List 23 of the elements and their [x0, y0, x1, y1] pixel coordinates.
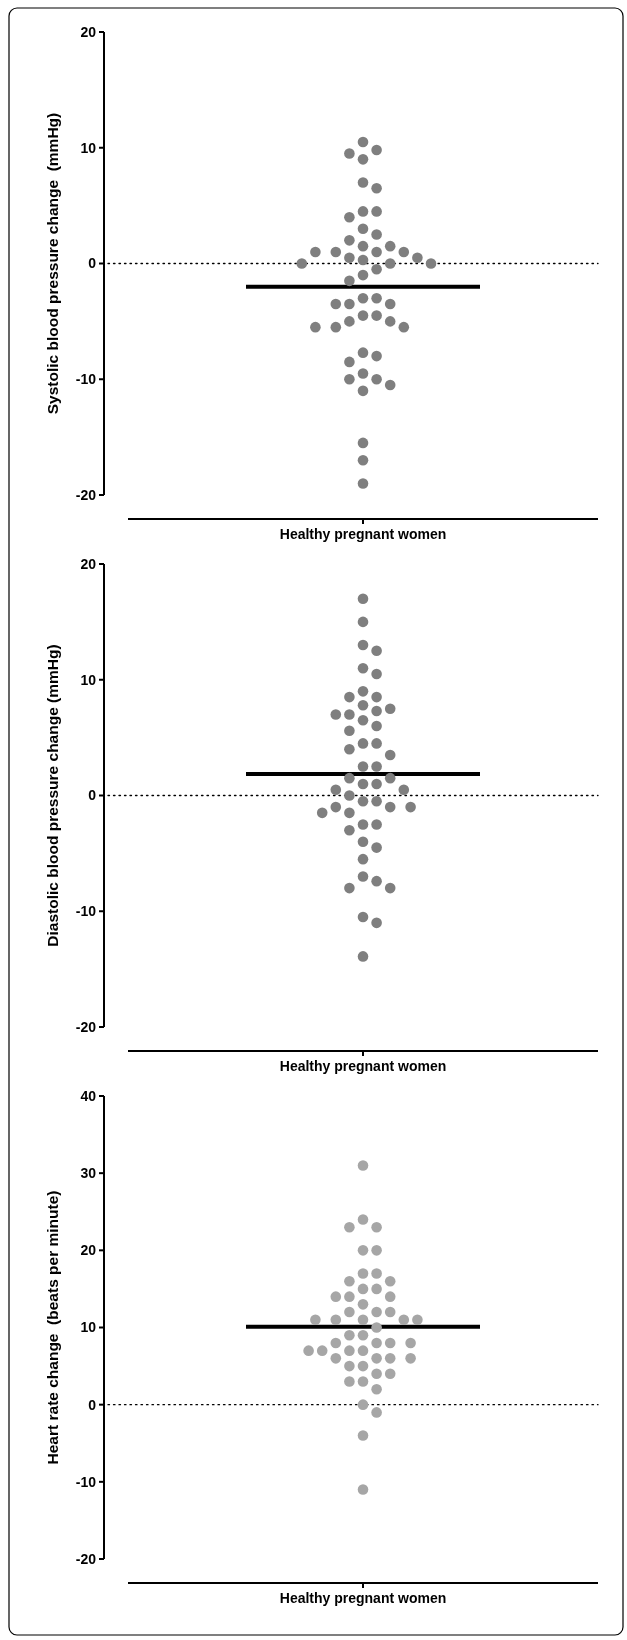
y-tick-label: -10: [75, 1473, 97, 1490]
y-tick-label: -20: [75, 1018, 97, 1035]
y-tick-label: 0: [88, 787, 97, 804]
y-tick-label: 10: [80, 139, 97, 156]
y-tick-label: 20: [80, 23, 97, 40]
x-tick-label: Healthy pregnant women: [279, 1058, 447, 1074]
y-tick-label: 10: [80, 1319, 97, 1336]
y-tick-label: 20: [80, 1242, 97, 1259]
x-tick-label: Healthy pregnant women: [279, 1590, 447, 1606]
y-tick-label: 30: [80, 1165, 97, 1182]
y-tick-label: -10: [75, 371, 97, 388]
y-tick-label: 10: [80, 671, 97, 688]
y-axis-title: Diastolic blood pressure change (mmHg): [44, 644, 61, 947]
y-tick-label: 40: [80, 1087, 97, 1104]
x-tick-label: Healthy pregnant women: [279, 526, 447, 542]
y-tick-label: 0: [88, 255, 97, 272]
y-tick-label: -20: [75, 486, 97, 503]
y-axis-title: Heart rate change (beats per minute): [44, 1190, 61, 1465]
y-tick-label: 20: [80, 555, 97, 572]
y-tick-label: -20: [75, 1550, 97, 1567]
y-tick-label: 0: [88, 1396, 97, 1413]
y-tick-label: -10: [75, 903, 97, 920]
y-axis-title: Systolic blood pressure change (mmHg): [44, 112, 61, 415]
